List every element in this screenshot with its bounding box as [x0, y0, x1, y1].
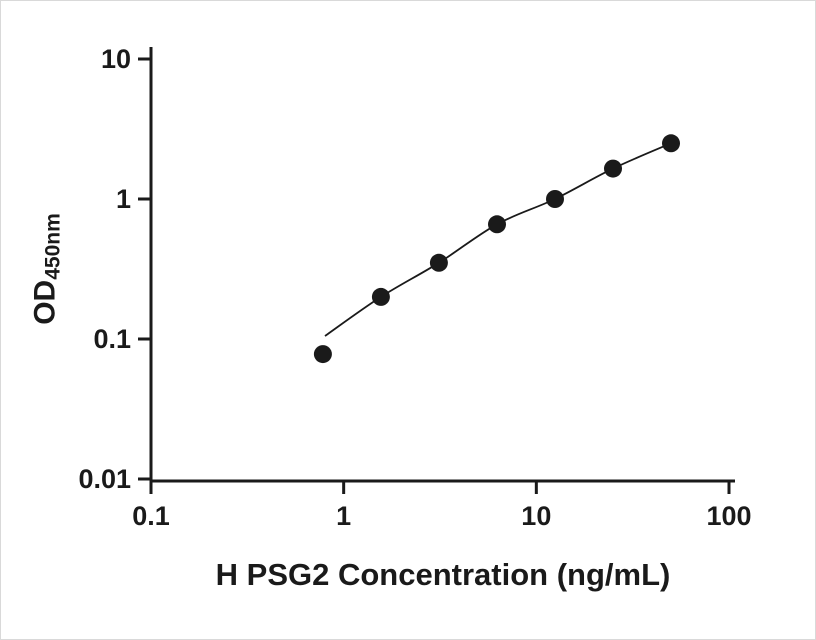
data-point [604, 159, 622, 178]
data-point [313, 345, 332, 364]
x-axis-title: H PSG2 Concentration (ng/mL) [215, 557, 671, 592]
data-point [488, 215, 506, 234]
y-tick-label: 0.1 [93, 324, 131, 354]
y-tick-label: 0.01 [78, 464, 131, 494]
x-tick-label: 0.1 [132, 501, 170, 531]
x-tick-label: 100 [706, 501, 751, 531]
y-tick-label: 1 [116, 184, 131, 214]
y-axis-title-subscript: 450nm [41, 213, 65, 280]
x-tick-label: 10 [521, 501, 551, 531]
data-point [662, 134, 680, 153]
data-point [371, 287, 390, 306]
y-axis-title-main: OD [28, 279, 62, 325]
data-point [546, 190, 564, 208]
y-tick-label: 10 [101, 44, 131, 74]
data-point [429, 253, 448, 272]
x-tick-label: 1 [336, 501, 351, 531]
